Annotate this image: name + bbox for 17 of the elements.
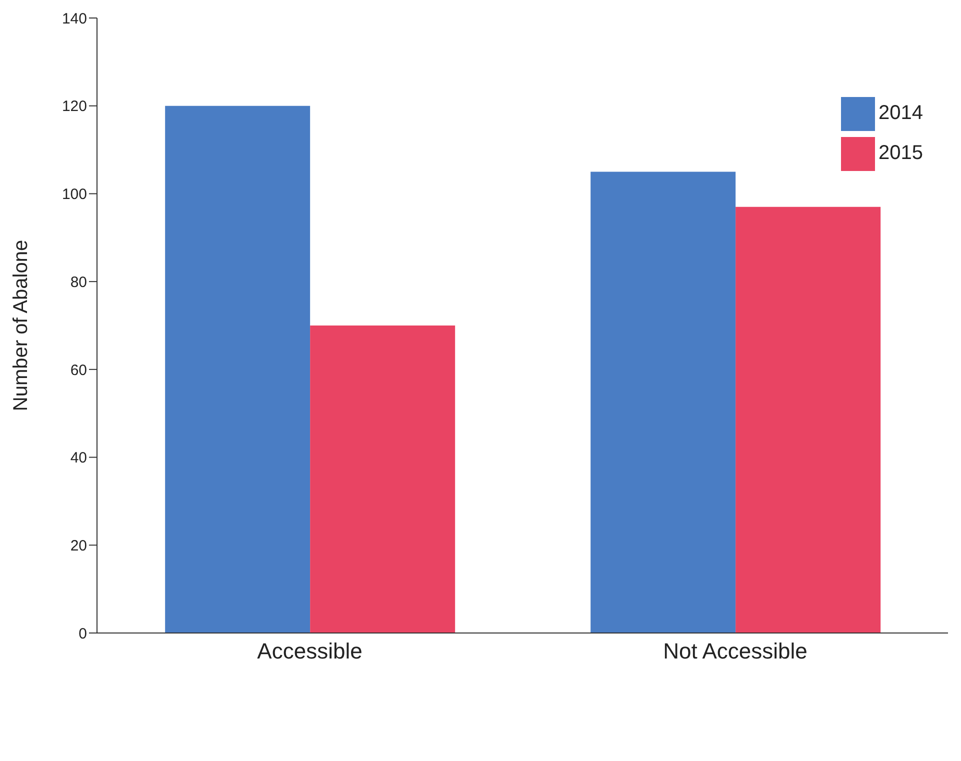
y-tick-label: 120 — [62, 98, 87, 116]
legend-label: 2014 — [878, 102, 923, 124]
x-tick-label: Accessible — [257, 638, 362, 664]
y-tick-label: 60 — [70, 362, 87, 379]
y-tick-label: 140 — [62, 10, 87, 28]
bar — [310, 326, 456, 633]
bar — [590, 172, 736, 633]
x-tick-label: Not Accessible — [663, 638, 808, 664]
bar — [736, 206, 881, 633]
y-tick-label: 100 — [62, 186, 87, 204]
y-tick-label: 0 — [78, 625, 87, 642]
y-tick-label: 20 — [70, 537, 87, 554]
legend-label: 2015 — [878, 142, 923, 164]
y-tick-label: 40 — [70, 450, 87, 467]
bar — [165, 106, 310, 633]
y-axis-title: Number of Abalone — [10, 240, 32, 412]
y-tick-label: 80 — [70, 274, 87, 291]
